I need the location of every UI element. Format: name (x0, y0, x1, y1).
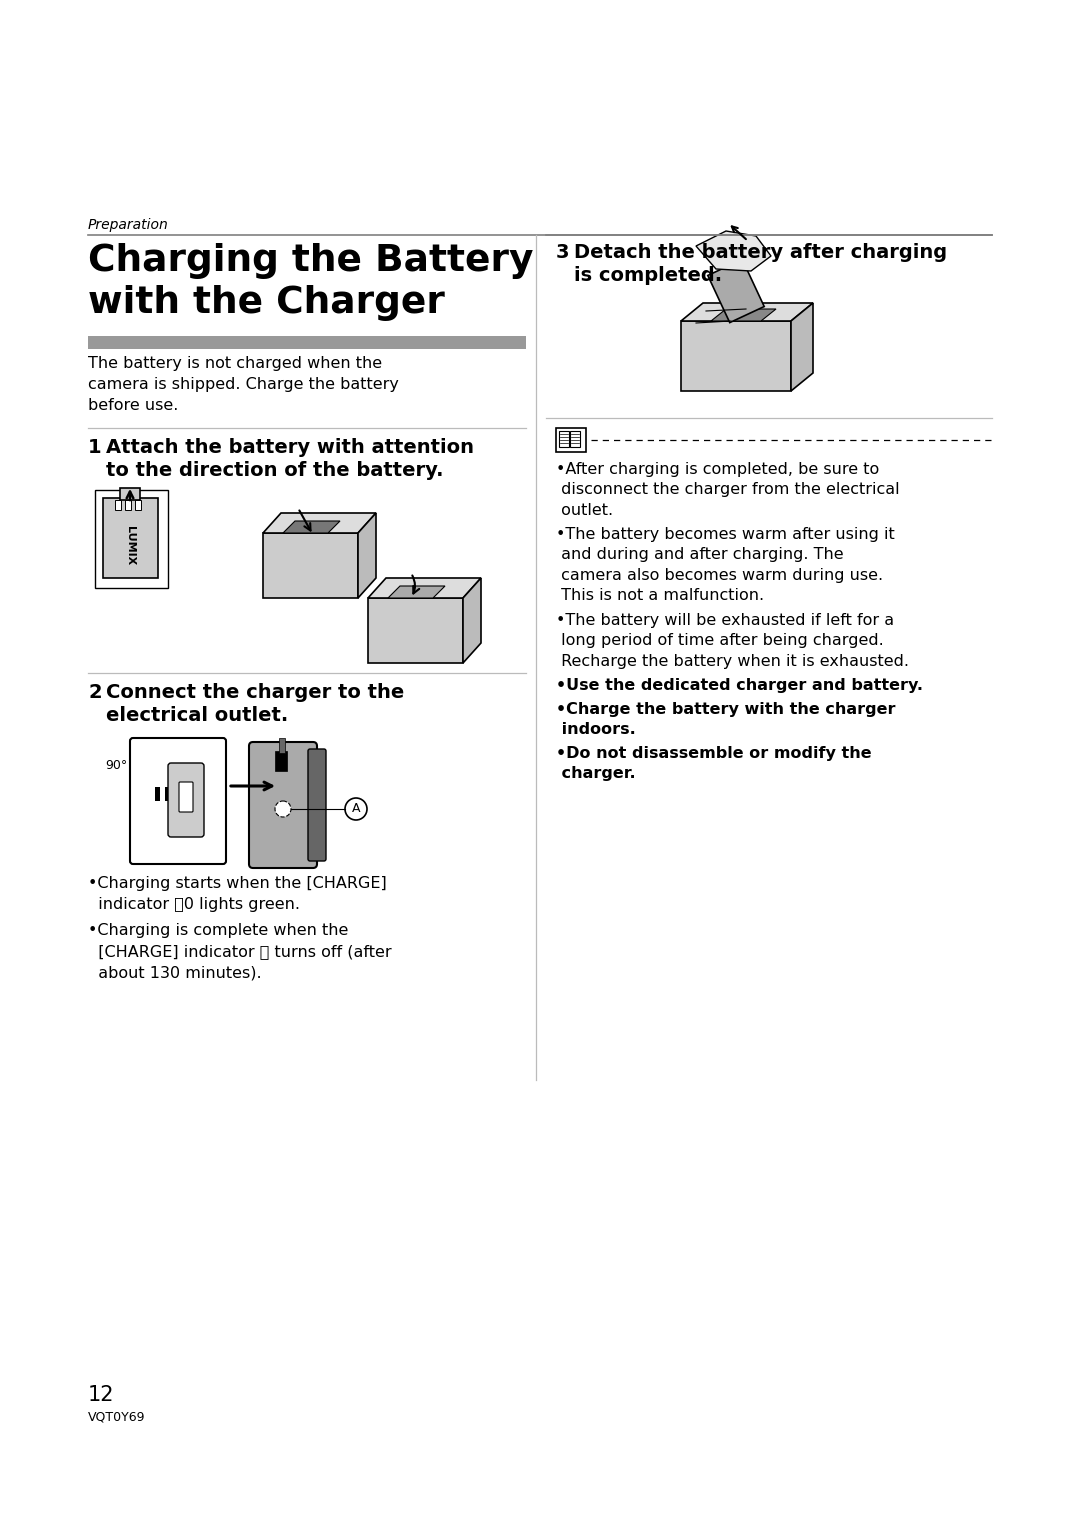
Bar (135, 501, 141, 510)
Bar (165, 787, 170, 801)
Text: with the Charger: with the Charger (87, 285, 445, 320)
Text: •The battery will be exhausted if left for a
 long period of time after being ch: •The battery will be exhausted if left f… (556, 613, 909, 668)
Polygon shape (707, 259, 765, 322)
Polygon shape (681, 304, 813, 320)
Bar (156, 787, 160, 801)
Bar (87, 336, 526, 349)
Text: 12: 12 (87, 1386, 114, 1405)
Text: •Charging is complete when the
  [CHARGE] indicator ␹ turns off (after
  about 1: •Charging is complete when the [CHARGE] … (87, 923, 392, 980)
Text: •After charging is completed, be sure to
 disconnect the charger from the electr: •After charging is completed, be sure to… (556, 462, 900, 517)
Bar (279, 739, 285, 752)
Text: LUMIX: LUMIX (125, 526, 135, 566)
Polygon shape (283, 520, 340, 533)
Text: 1: 1 (87, 438, 102, 456)
FancyBboxPatch shape (168, 763, 204, 836)
Polygon shape (368, 598, 463, 662)
Text: electrical outlet.: electrical outlet. (106, 707, 288, 725)
Polygon shape (264, 533, 357, 598)
Text: The battery is not charged when the
camera is shipped. Charge the battery
before: The battery is not charged when the came… (87, 356, 399, 414)
Text: Preparation: Preparation (87, 218, 168, 232)
Text: Charging the Battery: Charging the Battery (87, 243, 534, 279)
Text: is completed.: is completed. (573, 266, 723, 285)
Polygon shape (388, 586, 445, 598)
Polygon shape (696, 230, 771, 272)
Text: •Do not disassemble or modify the
 charger.: •Do not disassemble or modify the charge… (556, 746, 872, 781)
Bar (275, 751, 287, 771)
FancyBboxPatch shape (130, 739, 226, 864)
Bar (681, 320, 791, 391)
Polygon shape (264, 513, 376, 533)
Text: VQT0Y69: VQT0Y69 (87, 1412, 146, 1424)
Bar (570, 430, 580, 447)
Polygon shape (711, 308, 777, 320)
Bar (103, 497, 158, 578)
FancyBboxPatch shape (249, 742, 318, 868)
Circle shape (275, 801, 291, 816)
Bar (559, 430, 569, 447)
Text: •Charging starts when the [CHARGE]
  indicator ␹0 lights green.: •Charging starts when the [CHARGE] indic… (87, 876, 387, 913)
Bar (125, 501, 131, 510)
FancyBboxPatch shape (308, 749, 326, 861)
Bar (114, 501, 121, 510)
Text: Detach the battery after charging: Detach the battery after charging (573, 243, 947, 262)
Polygon shape (463, 578, 481, 662)
Text: to the direction of the battery.: to the direction of the battery. (106, 461, 444, 481)
FancyBboxPatch shape (179, 781, 193, 812)
Bar (120, 488, 140, 501)
Text: Connect the charger to the: Connect the charger to the (106, 684, 404, 702)
Polygon shape (368, 578, 481, 598)
Text: 3: 3 (556, 243, 569, 262)
Circle shape (345, 798, 367, 819)
Bar (556, 427, 586, 452)
Text: Attach the battery with attention: Attach the battery with attention (106, 438, 474, 456)
Text: •Charge the battery with the charger
 indoors.: •Charge the battery with the charger ind… (556, 702, 895, 737)
Text: 2: 2 (87, 684, 102, 702)
Text: 90°: 90° (106, 758, 129, 772)
Text: A: A (352, 803, 361, 815)
Text: •The battery becomes warm after using it
 and during and after charging. The
 ca: •The battery becomes warm after using it… (556, 526, 894, 603)
Polygon shape (791, 304, 813, 391)
Bar (95, 490, 168, 588)
Polygon shape (357, 513, 376, 598)
Text: •Use the dedicated charger and battery.: •Use the dedicated charger and battery. (556, 678, 923, 693)
